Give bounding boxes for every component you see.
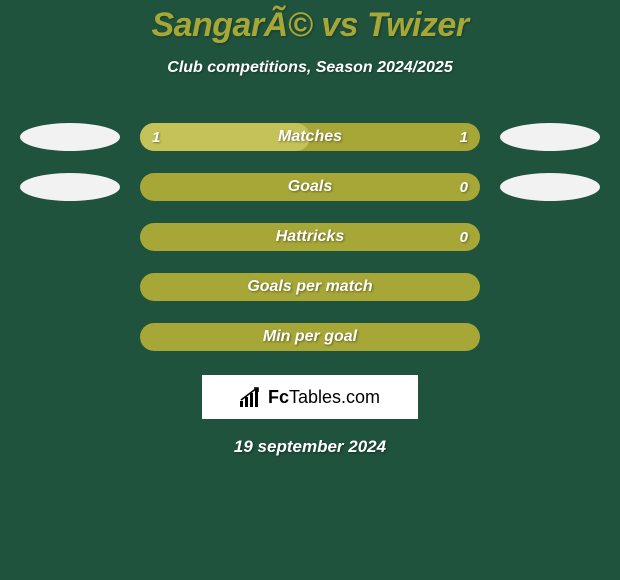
- logo-text: FcTables.com: [268, 387, 380, 408]
- stat-label: Matches: [140, 128, 480, 146]
- logo-rest: Tables.com: [289, 387, 380, 407]
- page-title: SangarÃ© vs Twizer: [0, 0, 620, 45]
- spacer: [500, 273, 600, 301]
- spacer: [20, 323, 120, 351]
- stats-rows-container: 1Matches1Goals0Hattricks0Goals per match…: [0, 123, 620, 351]
- stat-label: Goals: [140, 178, 480, 196]
- page-subtitle: Club competitions, Season 2024/2025: [0, 59, 620, 77]
- stat-row: Hattricks0: [0, 223, 620, 251]
- stat-right-value: 0: [460, 229, 468, 246]
- stat-label: Goals per match: [140, 278, 480, 296]
- stat-label: Hattricks: [140, 228, 480, 246]
- spacer: [500, 223, 600, 251]
- spacer: [500, 323, 600, 351]
- stat-bar: 1Matches1: [140, 123, 480, 151]
- logo-box: FcTables.com: [202, 375, 418, 419]
- stat-bar: Goals per match: [140, 273, 480, 301]
- player-left-ellipse: [20, 123, 120, 151]
- stat-bar: Hattricks0: [140, 223, 480, 251]
- spacer: [20, 223, 120, 251]
- stat-label: Min per goal: [140, 328, 480, 346]
- signal-icon: [240, 387, 262, 407]
- player-right-ellipse: [500, 123, 600, 151]
- stat-row: 1Matches1: [0, 123, 620, 151]
- spacer: [20, 273, 120, 301]
- logo-brand: Fc: [268, 387, 289, 407]
- stat-bar: Min per goal: [140, 323, 480, 351]
- stat-right-value: 1: [460, 129, 468, 146]
- stat-row: Goals0: [0, 173, 620, 201]
- player-left-ellipse: [20, 173, 120, 201]
- stat-right-value: 0: [460, 179, 468, 196]
- stat-bar: Goals0: [140, 173, 480, 201]
- stat-row: Goals per match: [0, 273, 620, 301]
- date-text: 19 september 2024: [0, 437, 620, 457]
- stat-row: Min per goal: [0, 323, 620, 351]
- player-right-ellipse: [500, 173, 600, 201]
